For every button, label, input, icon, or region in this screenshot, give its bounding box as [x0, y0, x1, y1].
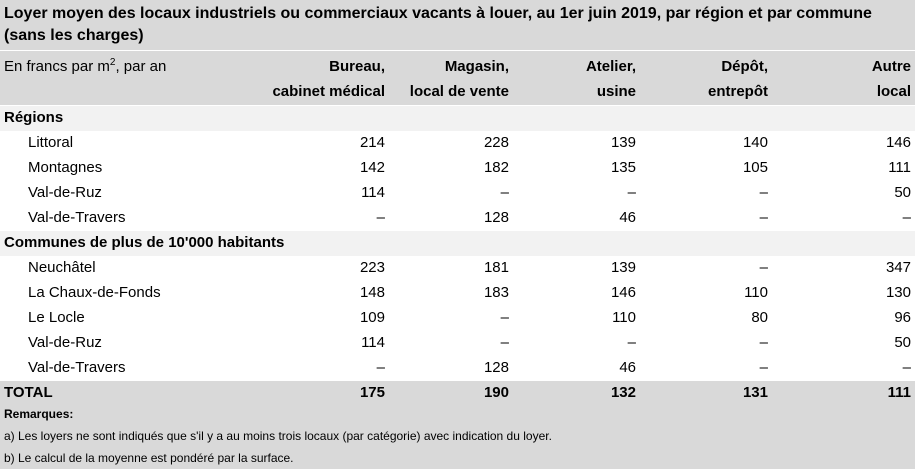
group-header: Régions — [0, 106, 915, 131]
unit-label: En francs par m2, par an — [4, 57, 166, 75]
cell-value: 146 — [885, 134, 911, 151]
cell-value: 128 — [483, 359, 509, 376]
cell-value: 139 — [610, 134, 636, 151]
cell-value: 109 — [359, 309, 385, 326]
row-label: Val-de-Ruz — [28, 184, 102, 201]
cell-value: – — [376, 359, 385, 376]
cell-value: 142 — [359, 159, 385, 176]
cell-value: – — [759, 334, 768, 351]
row-label: Neuchâtel — [28, 259, 96, 276]
cell-value: – — [759, 184, 768, 201]
unit-label-suffix: , par an — [115, 58, 167, 75]
cell-value: 111 — [888, 159, 911, 176]
column-header-bureau: Bureau, cabinet médical — [272, 58, 385, 100]
column-header-depot: Dépôt, entrepôt — [708, 58, 768, 100]
cell-value: 114 — [361, 184, 385, 201]
cell-value: – — [627, 334, 636, 351]
cell-value: 175 — [359, 384, 385, 401]
cell-value: 128 — [483, 209, 509, 226]
cell-value: 50 — [894, 334, 911, 351]
cell-value: – — [627, 184, 636, 201]
row-label: Communes de plus de 10'000 habitants — [4, 234, 285, 251]
row-label: La Chaux-de-Fonds — [28, 284, 161, 301]
cell-value: 105 — [742, 159, 768, 176]
row-label: Montagnes — [28, 159, 103, 176]
remark-b: b) Le calcul de la moyenne est pondéré p… — [4, 451, 294, 465]
remark-a: a) Les loyers ne sont indiqués que s'il … — [4, 429, 552, 443]
row-label: Val-de-Ruz — [28, 334, 102, 351]
cell-value: – — [500, 309, 509, 326]
table-row: Val-de-Ruz 114 – – – 50 — [0, 181, 915, 206]
cell-value: 183 — [483, 284, 509, 301]
total-row: TOTAL 175 190 132 131 111 — [0, 381, 915, 406]
table-row: Montagnes 142 182 135 105 111 — [0, 156, 915, 181]
cell-value: – — [759, 359, 768, 376]
cell-value: 139 — [610, 259, 636, 276]
cell-value: 190 — [483, 384, 509, 401]
cell-value: 148 — [359, 284, 385, 301]
row-label: Régions — [4, 109, 64, 126]
table-row: Val-de-Travers – 128 46 – – — [0, 356, 915, 381]
remarks-section: Remarques: a) Les loyers ne sont indiqué… — [0, 404, 915, 469]
table-row: Le Locle 109 – 110 80 96 — [0, 306, 915, 331]
row-label: Val-de-Travers — [28, 209, 126, 226]
column-header-autre: Autre local — [871, 58, 911, 100]
table-header: En francs par m2, par an Bureau, cabinet … — [0, 51, 915, 105]
row-label: TOTAL — [4, 384, 53, 401]
remarks-heading: Remarques: — [4, 407, 74, 421]
table-row: Val-de-Travers – 128 46 – – — [0, 206, 915, 231]
cell-value: 182 — [483, 159, 509, 176]
cell-value: – — [500, 334, 509, 351]
cell-value: 96 — [894, 309, 911, 326]
cell-value: 228 — [483, 134, 509, 151]
table-title: Loyer moyen des locaux industriels ou co… — [0, 0, 915, 50]
cell-value: 130 — [885, 284, 911, 301]
cell-value: 110 — [612, 309, 636, 326]
cell-value: 46 — [619, 209, 636, 226]
cell-value: – — [759, 209, 768, 226]
row-label: Littoral — [28, 134, 74, 151]
cell-value: 114 — [361, 334, 385, 351]
table-row: Littoral 214 228 139 140 146 — [0, 131, 915, 156]
cell-value: 131 — [742, 384, 768, 401]
cell-value: 50 — [894, 184, 911, 201]
column-header-atelier: Atelier, usine — [585, 58, 636, 100]
cell-value: 46 — [619, 359, 636, 376]
row-label: Val-de-Travers — [28, 359, 126, 376]
cell-value: 347 — [885, 259, 911, 276]
cell-value: – — [759, 259, 768, 276]
cell-value: 110 — [744, 284, 768, 301]
cell-value: 140 — [742, 134, 768, 151]
cell-value: – — [902, 209, 911, 226]
cell-value: 181 — [483, 259, 509, 276]
table-row: Val-de-Ruz 114 – – – 50 — [0, 331, 915, 356]
cell-value: 214 — [359, 134, 385, 151]
cell-value: 135 — [610, 159, 636, 176]
cell-value: 132 — [610, 384, 636, 401]
table-row: La Chaux-de-Fonds 148 183 146 110 130 — [0, 281, 915, 306]
unit-label-superscript: 2 — [109, 57, 116, 68]
group-header: Communes de plus de 10'000 habitants — [0, 231, 915, 256]
cell-value: 111 — [887, 384, 911, 401]
cell-value: 223 — [359, 259, 385, 276]
unit-label-prefix: En francs par m — [4, 58, 110, 75]
row-label: Le Locle — [28, 309, 85, 326]
cell-value: – — [500, 184, 509, 201]
cell-value: 80 — [751, 309, 768, 326]
cell-value: – — [902, 359, 911, 376]
cell-value: – — [376, 209, 385, 226]
table-row: Neuchâtel 223 181 139 – 347 — [0, 256, 915, 281]
cell-value: 146 — [610, 284, 636, 301]
column-header-magasin: Magasin, local de vente — [409, 58, 509, 100]
